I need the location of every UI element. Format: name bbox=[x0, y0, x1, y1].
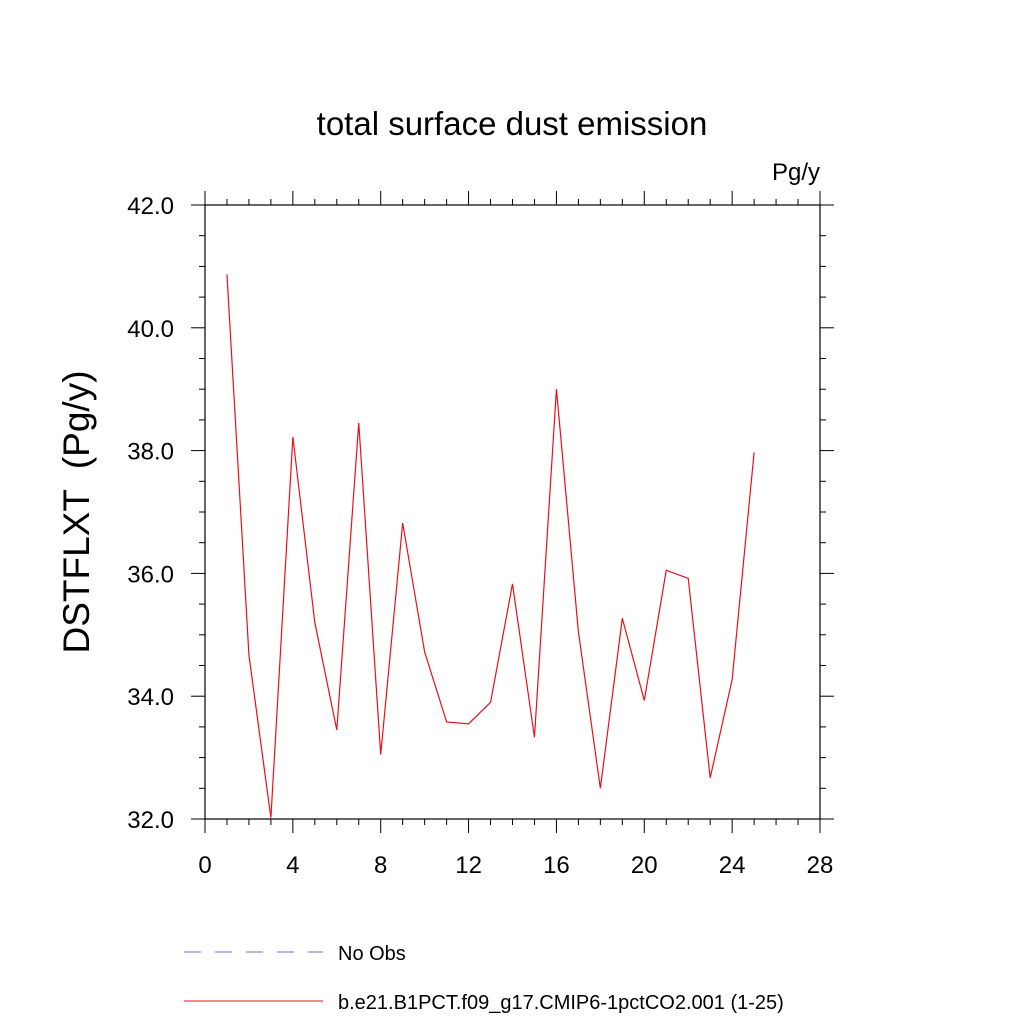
y-tick-label: 34.0 bbox=[127, 684, 174, 711]
y-tick-label: 42.0 bbox=[127, 193, 174, 220]
x-tick-label: 24 bbox=[719, 852, 746, 879]
y-tick-label: 38.0 bbox=[127, 439, 174, 466]
x-tick-label: 4 bbox=[286, 852, 299, 879]
y-tick-label: 32.0 bbox=[127, 807, 174, 834]
data-series bbox=[226, 274, 755, 818]
y-tick-label: 40.0 bbox=[127, 316, 174, 343]
axis-ticks bbox=[191, 191, 834, 833]
plot-frame bbox=[204, 204, 821, 820]
legend-label-no-obs: No Obs bbox=[338, 943, 406, 965]
y-axis-label: DSTFLXT (Pg/y) bbox=[56, 370, 97, 653]
x-tick-label: 12 bbox=[455, 852, 482, 879]
units-label: Pg/y bbox=[772, 159, 820, 186]
y-tick-label: 36.0 bbox=[127, 561, 174, 588]
x-tick-label: 8 bbox=[374, 852, 387, 879]
chart-title: total surface dust emission bbox=[317, 105, 708, 142]
series-line bbox=[226, 274, 755, 818]
x-tick-label: 16 bbox=[543, 852, 570, 879]
x-tick-label: 20 bbox=[631, 852, 658, 879]
x-tick-label: 0 bbox=[198, 852, 211, 879]
axis-tick-labels: 0 4 8 12 16 20 24 28 32.0 34.0 36.0 38.0 40.0 42.0 bbox=[127, 193, 833, 879]
legend: No Obs b.e21.B1PCT.f09_g17.CMIP6-1pctCO2… bbox=[184, 943, 784, 1014]
legend-label-model-run: b.e21.B1PCT.f09_g17.CMIP6-1pctCO2.001 (1… bbox=[338, 992, 784, 1014]
x-tick-label: 28 bbox=[807, 852, 834, 879]
